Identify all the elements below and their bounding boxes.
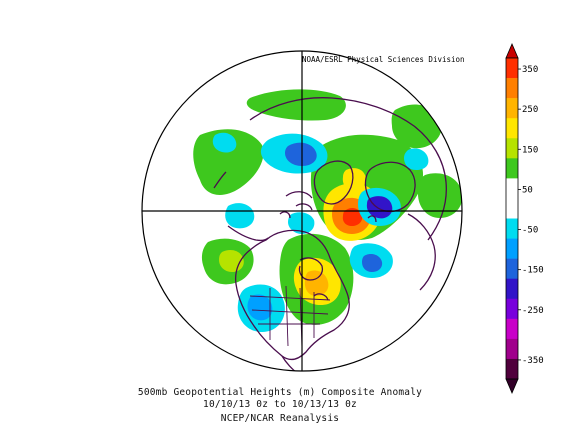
coastline-greatlakes xyxy=(313,293,329,301)
colorbar-bottom-cap xyxy=(505,378,519,395)
colorbar-swatch xyxy=(506,258,518,279)
coastline-arctic-islands xyxy=(279,191,313,219)
negative-anomaly-eastpacific xyxy=(225,203,255,229)
colorbar-swatch xyxy=(506,218,518,239)
colorbar-tick-label: 50 xyxy=(522,185,533,195)
coastline-centralamerica xyxy=(281,355,303,371)
colorbar-swatch xyxy=(506,358,518,380)
colorbar-tick-label: 150 xyxy=(522,145,538,155)
colorbar-swatch xyxy=(506,198,518,219)
colorbar: 350 250 150 50 -50 -150 -250 -350 xyxy=(505,42,544,395)
negative-anomaly-aleutian xyxy=(212,132,237,153)
positive-anomaly-pacific xyxy=(193,129,264,195)
negative-anomaly-siberia xyxy=(404,148,429,170)
colorbar-tick-label: 250 xyxy=(522,105,538,115)
colorbar-swatch xyxy=(506,278,518,300)
colorbar-tick-label: 350 xyxy=(522,65,538,75)
positive-anomaly-east xyxy=(391,104,442,149)
positive-core-northamerica-inner xyxy=(304,270,329,296)
colorbar-swatch xyxy=(506,138,518,159)
colorbar-swatch xyxy=(506,178,518,199)
colorbar-swatch xyxy=(506,78,518,99)
coastline-japan xyxy=(213,171,227,189)
map-crosshair xyxy=(142,51,462,371)
polar-map xyxy=(142,51,462,371)
coastline-asia xyxy=(249,97,447,241)
continent-outlines xyxy=(213,97,447,371)
colorbar-top-cap xyxy=(505,42,519,59)
colorbar-swatch xyxy=(506,318,518,340)
colorbar-tick-label: -50 xyxy=(522,226,538,236)
colorbar-tick-label: -350 xyxy=(522,356,544,366)
colorbar-tick-label: -150 xyxy=(522,266,544,276)
positive-anomaly-eastasia xyxy=(418,173,462,218)
negative-core-bering xyxy=(285,142,317,166)
coastline-greenland xyxy=(313,160,354,205)
negative-core-europe xyxy=(366,196,393,219)
coastline-northamerica xyxy=(234,229,350,361)
colorbar-swatch xyxy=(506,118,518,139)
negative-core-atlantic-east xyxy=(362,254,383,272)
credit-label: NOAA/ESRL Physical Sciences Division xyxy=(302,55,465,64)
map-boundary-circle xyxy=(141,50,463,372)
colorbar-swatch xyxy=(506,338,518,360)
caption-line-3: NCEP/NCAR Reanalysis xyxy=(220,413,340,424)
negative-core-westus xyxy=(247,294,273,321)
caption-line-1: 500mb Geopotential Heights (m) Composite… xyxy=(137,387,423,398)
positive-core-atlantic-red xyxy=(342,208,363,226)
colorbar-swatch xyxy=(506,98,518,119)
coastline-uk xyxy=(367,215,377,223)
colorbar-swatch xyxy=(506,298,518,320)
coastline-alaska xyxy=(227,225,269,242)
colorbar-swatch xyxy=(506,58,518,79)
coastline-africa xyxy=(407,213,436,291)
colorbar-swatch xyxy=(506,158,518,179)
colorbar-swatch xyxy=(506,238,518,259)
positive-core-scandinavia xyxy=(342,168,367,190)
caption-line-2: 10/10/13 0z to 10/13/13 0z xyxy=(203,399,357,410)
negative-anomaly-arctic xyxy=(288,212,315,234)
colorbar-frame xyxy=(505,57,519,380)
political-boundaries xyxy=(249,285,331,349)
coastline-hudson xyxy=(298,257,324,281)
colorbar-tick-label: -250 xyxy=(522,306,544,316)
